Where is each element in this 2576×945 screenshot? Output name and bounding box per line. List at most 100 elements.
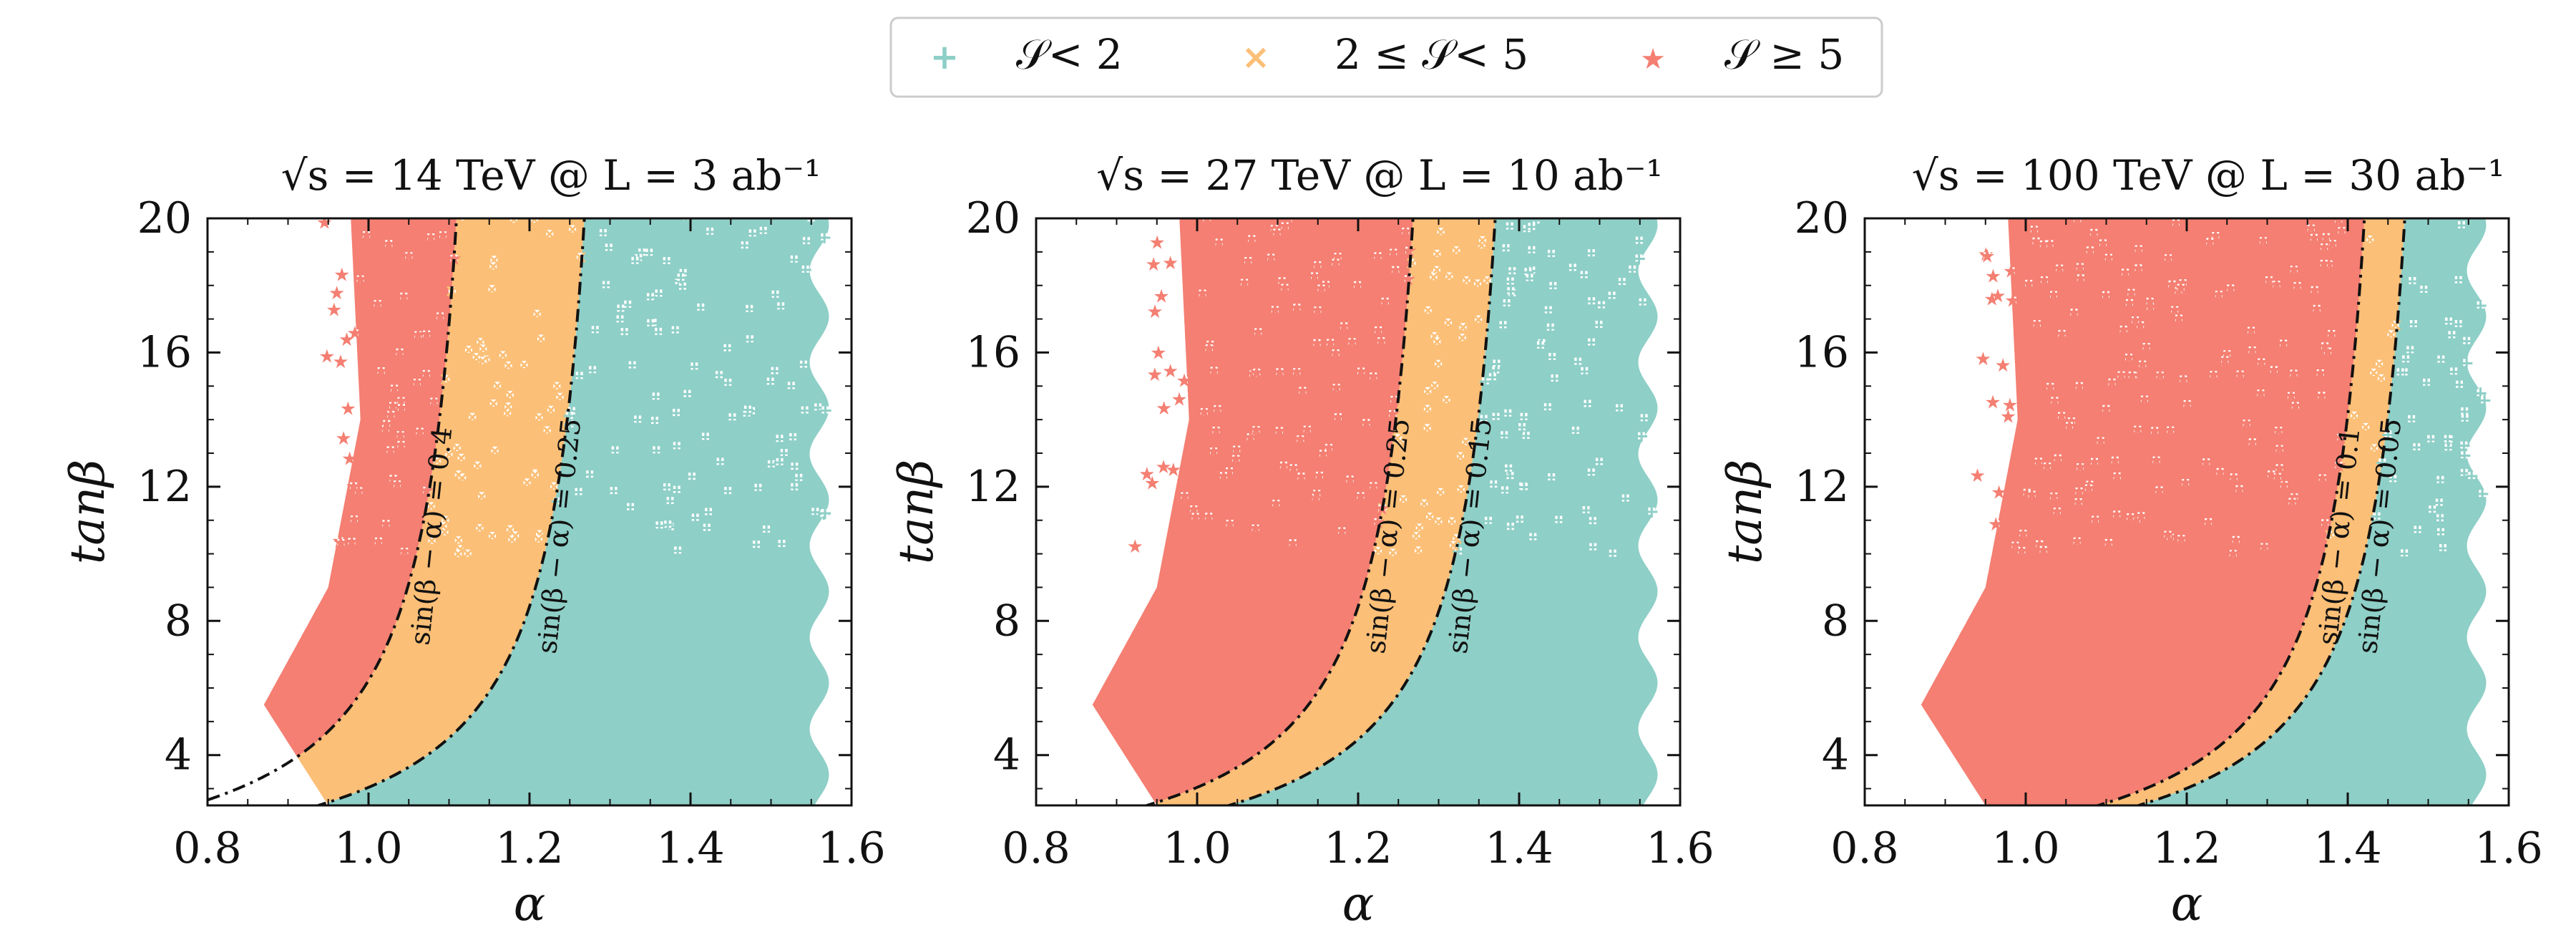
scatter-gap (1433, 266, 1440, 273)
scatter-point: ★ (1370, 246, 1386, 267)
scatter-gap (1312, 493, 1319, 501)
scatter-point: ★ (2104, 372, 2120, 394)
scatter-gap (1317, 284, 1325, 292)
scatter-gap (1582, 506, 1590, 513)
scatter-points: +×★+★+★×+×++★×+★×+★×+×★★++++××++××+×+★★+… (316, 199, 833, 565)
scatter-point: ★ (2260, 270, 2277, 291)
scatter-gap (488, 285, 496, 293)
scatter-gap (566, 420, 574, 427)
region-high (263, 218, 457, 805)
y-axis-title: tanβ (60, 460, 115, 565)
scatter-gap (2258, 358, 2265, 366)
scatter-gap (1536, 341, 1544, 349)
scatter-point: ★ (1309, 300, 1326, 321)
scatter-gap (575, 372, 583, 379)
contour-line-0 (1141, 218, 1415, 805)
scatter-gap (2318, 392, 2326, 399)
scatter-gap (2377, 374, 2385, 382)
scatter-gap (509, 218, 517, 223)
scatter-point: × (1395, 489, 1411, 510)
scatter-point: ★ (1387, 260, 1404, 281)
scatter-gap (1200, 408, 1208, 416)
scatter-point: × (451, 464, 467, 485)
scatter-point: + (1524, 240, 1540, 261)
scatter-point: ★ (1176, 486, 1193, 508)
scatter-gap (1420, 499, 1428, 507)
scatter-point: ★ (2000, 407, 2016, 428)
scatter-point: × (570, 199, 585, 220)
scatter-gap (1629, 265, 1636, 273)
scatter-point: × (552, 387, 568, 408)
scatter-gap (2468, 472, 2476, 480)
scatter-gap (2086, 246, 2094, 254)
scatter-point: ★ (411, 422, 428, 443)
scatter-gap (489, 199, 496, 206)
scatter-point: + (2431, 493, 2447, 514)
scatter-point: + (606, 480, 622, 502)
scatter-gap (814, 403, 822, 411)
scatter-gap (2427, 435, 2435, 442)
scatter-gap (2259, 237, 2267, 245)
scatter-gap (802, 237, 810, 245)
scatter-gap (2134, 425, 2142, 433)
scatter-gap (1297, 435, 1304, 443)
scatter-gap (576, 253, 584, 261)
scatter-gap (499, 351, 507, 359)
scatter-point: ★ (1328, 377, 1345, 399)
scatter-point: + (1544, 346, 1560, 368)
scatter-gap (1390, 248, 1397, 256)
scatter-gap (1638, 432, 1645, 440)
scatter-gap (575, 488, 582, 495)
scatter-gap (2172, 218, 2180, 226)
scatter-point: ★ (2306, 280, 2323, 301)
scatter-gap (2232, 536, 2240, 543)
scatter-gap (1587, 468, 1595, 476)
scatter-gap (663, 483, 670, 491)
scatter-gap (1190, 505, 1198, 513)
scatter-gap (1381, 297, 1389, 305)
scatter-point: × (1442, 266, 1458, 288)
scatter-point: + (2419, 372, 2434, 394)
scatter-point: + (742, 329, 758, 350)
scatter-point: + (799, 231, 814, 252)
scatter-gap (1430, 332, 1438, 340)
scatter-point: + (1584, 291, 1599, 312)
scatter-point: ★ (396, 541, 413, 563)
scatter-point: ★ (1284, 533, 1301, 554)
scatter-point: ★ (2256, 537, 2273, 558)
scatter-point: ★ (2003, 261, 2019, 282)
scatter-point: × (495, 345, 511, 367)
scatter-gap (1340, 205, 1347, 212)
scatter-gap (2108, 378, 2116, 386)
scatter-point: ★ (2024, 485, 2040, 506)
scatter-point: ★ (1984, 392, 2001, 414)
scatter-point: + (1631, 248, 1647, 269)
scatter-gap (2070, 309, 2078, 316)
scatter-gap (2202, 458, 2210, 466)
scatter-gap (1574, 357, 1582, 365)
scatter-gap (477, 338, 484, 346)
scatter-point: ★ (2072, 268, 2089, 289)
scatter-gap (1488, 373, 1496, 381)
scatter-point: + (1576, 265, 1592, 286)
scatter-point: + (2404, 271, 2420, 292)
scatter-point: × (485, 256, 501, 277)
scatter-gap (2044, 462, 2051, 470)
scatter-point: × (549, 376, 565, 397)
scatter-gap (1271, 306, 1279, 314)
scatter-gap (801, 265, 809, 273)
scatter-gap (1370, 482, 1377, 490)
scatter-gap (2463, 359, 2471, 367)
scatter-point: ★ (1306, 266, 1322, 288)
scatter-point: ★ (2087, 510, 2103, 531)
scatter-point: ★ (2152, 365, 2168, 387)
scatter-gap (2436, 475, 2444, 483)
scatter-point: × (436, 515, 452, 537)
scatter-gap (605, 243, 613, 251)
scatter-gap (1374, 518, 1382, 525)
y-tick-label: 8 (165, 596, 192, 646)
scatter-point: ★ (1352, 362, 1369, 383)
scatter-point: ★ (393, 391, 409, 412)
scatter-point: ★ (1293, 466, 1309, 488)
scatter-gap (1244, 257, 1252, 264)
